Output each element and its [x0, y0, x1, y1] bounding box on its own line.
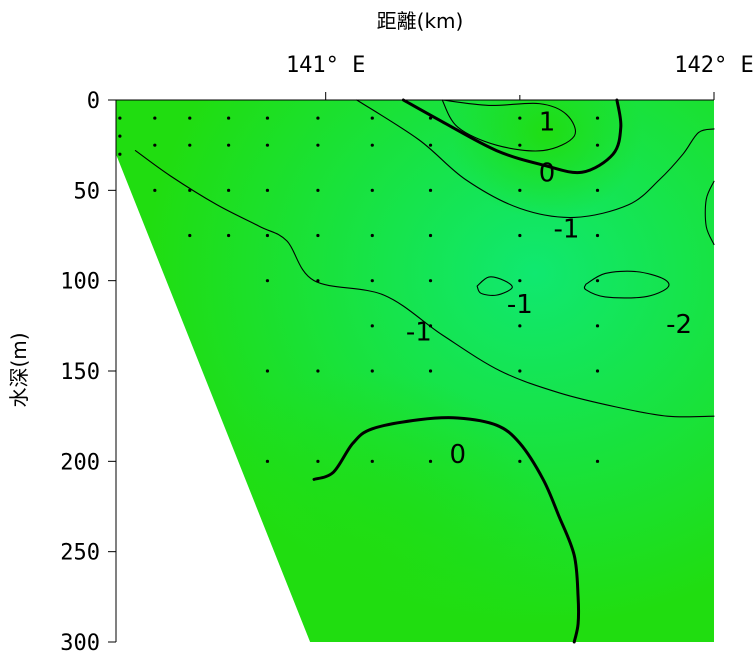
x-tick-label: 141° E: [286, 53, 365, 78]
y-ticks: 0 50 100 150 200 250 300: [60, 89, 116, 654]
sample-point: [595, 188, 600, 192]
sample-point: [518, 279, 522, 283]
sample-point: [227, 188, 231, 192]
x-tick-label: 142° E: [674, 53, 753, 78]
sample-point: [370, 143, 374, 147]
y-tick-label: 250: [60, 541, 100, 566]
y-tick-label: 300: [60, 631, 100, 654]
sample-point: [595, 279, 600, 283]
y-axis-title: 水深(m): [7, 332, 31, 407]
sample-point: [316, 459, 320, 463]
sample-point: [595, 116, 600, 120]
contour-label: -2: [666, 310, 692, 340]
sample-point: [518, 143, 522, 147]
sample-point: [428, 233, 433, 238]
sample-point: [370, 369, 374, 373]
sample-point: [370, 459, 374, 463]
x-axis-title: 距離(km): [377, 9, 464, 33]
contour-lines: [134, 98, 715, 644]
sample-point: [518, 233, 522, 238]
contour-line: [134, 150, 715, 418]
contour-line: [356, 99, 715, 219]
field-highlight-surface: [116, 100, 714, 642]
sample-point: [265, 369, 270, 373]
sample-point: [265, 279, 270, 283]
contour-line: [312, 416, 581, 644]
sample-points: [118, 116, 600, 463]
y-tick-label: 100: [60, 270, 100, 295]
sample-point: [518, 459, 522, 463]
contour-label: 1: [539, 108, 556, 138]
sample-point: [188, 116, 192, 120]
contour-label: -1: [406, 317, 432, 347]
contour-line: [441, 99, 576, 152]
sample-point: [118, 152, 122, 156]
sample-point: [188, 143, 192, 147]
y-tick-label: 0: [87, 89, 100, 114]
sample-point: [188, 233, 192, 238]
sample-point: [316, 369, 320, 373]
sample-point: [428, 369, 433, 373]
sample-point: [265, 233, 270, 238]
sample-point: [153, 143, 157, 147]
sample-point: [428, 143, 433, 147]
y-tick-label: 150: [60, 360, 100, 385]
sample-point: [118, 134, 122, 138]
x-ticks: 141° E 142° E: [286, 53, 754, 100]
sample-point: [428, 459, 433, 463]
contour-label: -1: [507, 290, 533, 320]
sample-point: [428, 279, 433, 283]
sample-point: [518, 116, 522, 120]
sample-point: [370, 279, 374, 283]
sample-point: [518, 369, 522, 373]
sample-point: [428, 188, 433, 192]
sample-point: [595, 324, 600, 328]
sample-point: [118, 116, 122, 120]
sample-point: [227, 233, 231, 238]
contour-line: [583, 270, 670, 299]
sample-point: [518, 188, 522, 192]
data-field: [116, 100, 714, 642]
sample-point: [316, 116, 320, 120]
sample-point: [316, 188, 320, 192]
contour-line: [704, 180, 715, 246]
contour-labels: 1 0 -1 -1 -1 -2 0: [406, 108, 692, 470]
sample-point: [595, 233, 600, 238]
sample-point: [316, 233, 320, 238]
sample-point: [370, 116, 374, 120]
contour-label: 0: [539, 158, 556, 188]
sample-point: [370, 233, 374, 238]
sample-point: [153, 116, 157, 120]
sample-point: [595, 369, 600, 373]
contour-line: [476, 276, 513, 296]
y-tick-label: 200: [60, 450, 100, 475]
sample-point: [265, 143, 270, 147]
sample-point: [370, 188, 374, 192]
contour-line: [401, 98, 623, 175]
sample-point: [153, 188, 157, 192]
sample-point: [265, 116, 270, 120]
y-tick-label: 50: [74, 179, 101, 204]
sample-point: [518, 324, 522, 328]
sample-point: [595, 143, 600, 147]
sample-point: [265, 188, 270, 192]
sample-point: [227, 116, 231, 120]
sample-point: [370, 324, 374, 328]
sample-point: [316, 279, 320, 283]
sample-point: [227, 143, 231, 147]
contour-label: -1: [553, 214, 579, 244]
contour-label: 0: [449, 440, 466, 470]
sample-point: [316, 143, 320, 147]
sample-point: [595, 459, 600, 463]
sample-point: [265, 459, 270, 463]
